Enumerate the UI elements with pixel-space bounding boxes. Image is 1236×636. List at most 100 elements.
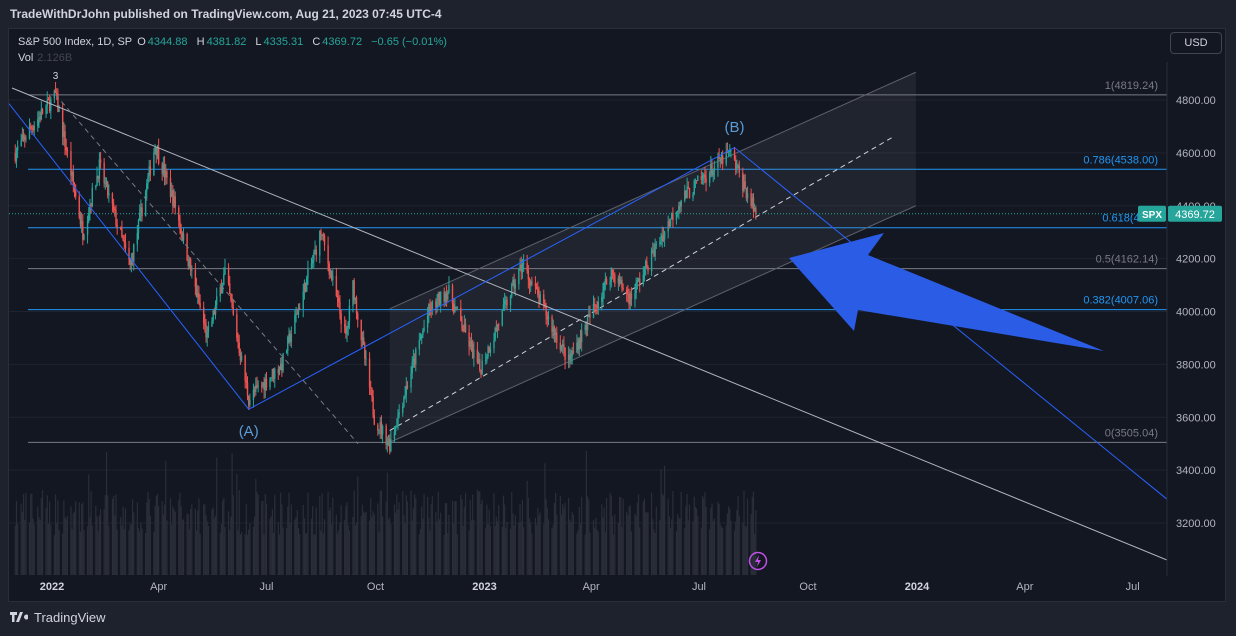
candle-body	[685, 190, 687, 199]
candle-body	[182, 234, 185, 241]
volume-bar	[473, 520, 475, 575]
volume-bar	[511, 492, 513, 575]
volume-bar	[249, 523, 251, 575]
candle-body	[556, 334, 558, 343]
volume-bar	[415, 498, 417, 575]
volume-bar	[156, 494, 159, 575]
candle-body	[172, 190, 174, 207]
candle-body	[694, 180, 697, 182]
time-tick-label: 2022	[40, 581, 64, 593]
volume-bar	[368, 520, 371, 575]
volume-bar	[639, 527, 641, 575]
volume-bar	[238, 490, 240, 575]
candle-body	[37, 119, 39, 126]
candle-body	[576, 342, 578, 353]
candle-body	[41, 109, 44, 114]
time-tick-label: Jul	[1126, 581, 1140, 593]
volume-bar	[263, 534, 265, 575]
volume-bar	[513, 525, 515, 575]
volume-bar	[265, 503, 268, 575]
candle-body	[216, 296, 218, 305]
candle-body	[22, 134, 25, 137]
volume-bar	[630, 531, 633, 575]
volume-bar	[310, 518, 313, 575]
candle-body	[461, 320, 463, 329]
volume-bar	[346, 502, 348, 575]
volume-bar	[413, 494, 416, 575]
candle-body	[294, 314, 296, 334]
grid	[9, 99, 1167, 524]
volume-bar	[667, 498, 669, 575]
chart-frame[interactable]	[8, 28, 1226, 602]
candle-body	[412, 358, 415, 363]
volume-bar	[498, 505, 500, 575]
volume-bar	[140, 522, 142, 575]
candle-body	[630, 293, 633, 300]
candle-body	[572, 351, 575, 353]
volume-bar	[379, 491, 381, 575]
price-tick-label: 3200.00	[1176, 518, 1216, 530]
candle-body	[603, 282, 605, 291]
candle-body	[381, 425, 384, 435]
volume-bar	[96, 516, 98, 575]
candle-body	[486, 356, 488, 361]
volume-bar	[78, 502, 80, 575]
volume-bar	[489, 526, 492, 575]
volume-bar	[622, 498, 624, 575]
candle-body	[372, 396, 374, 416]
candle-body	[129, 259, 131, 265]
candle-body	[279, 363, 282, 370]
candle-body	[231, 299, 233, 308]
volume-bar	[136, 502, 138, 575]
volume-bar	[685, 506, 687, 575]
volume-bar	[562, 504, 564, 575]
candle-body	[191, 269, 193, 271]
volume-bar	[647, 512, 649, 575]
candle-body	[571, 351, 573, 357]
last-price-tag: SPX 4369.72	[9, 205, 1222, 222]
candle-body	[585, 325, 588, 330]
candle-body	[705, 177, 707, 183]
volume-bar	[365, 511, 367, 575]
candle-body	[205, 324, 207, 338]
volume-bar	[72, 513, 74, 575]
candle-body	[315, 249, 317, 256]
volume-bar	[323, 519, 326, 575]
candle-body	[438, 293, 441, 305]
candle-body	[473, 349, 475, 359]
volume-bar	[601, 504, 603, 575]
volume-bar	[66, 515, 69, 575]
candle-body	[489, 348, 492, 353]
volume-bar	[536, 524, 538, 575]
volume-bar	[20, 504, 22, 575]
volume-bar	[272, 532, 275, 575]
volume-bar	[322, 533, 324, 575]
candle-body	[509, 296, 512, 306]
candle-body	[655, 243, 658, 246]
alert-icon	[748, 551, 768, 571]
currency-button[interactable]: USD	[1170, 32, 1222, 54]
volume-bar	[131, 499, 134, 575]
candle-body	[669, 219, 672, 226]
candle-body	[512, 279, 514, 285]
wave-labels: 3 (A) (B)	[53, 71, 745, 440]
volume-bar	[299, 533, 301, 575]
volume-bar	[352, 516, 354, 575]
candle-body	[170, 190, 173, 197]
candle-body	[202, 307, 205, 324]
volume-bar	[671, 519, 673, 575]
volume-bar	[290, 504, 292, 575]
candle-body	[262, 382, 264, 386]
candle-body	[368, 358, 371, 388]
candle-body	[328, 263, 330, 275]
volume-bar	[171, 524, 173, 575]
candle-body	[20, 140, 22, 147]
candle-body	[662, 235, 665, 240]
volume-bar	[594, 527, 596, 575]
candle-body	[157, 147, 160, 164]
candle-body	[246, 382, 249, 396]
volume-bar	[182, 519, 185, 575]
volume-bar	[340, 505, 342, 575]
candle-body	[115, 210, 117, 226]
